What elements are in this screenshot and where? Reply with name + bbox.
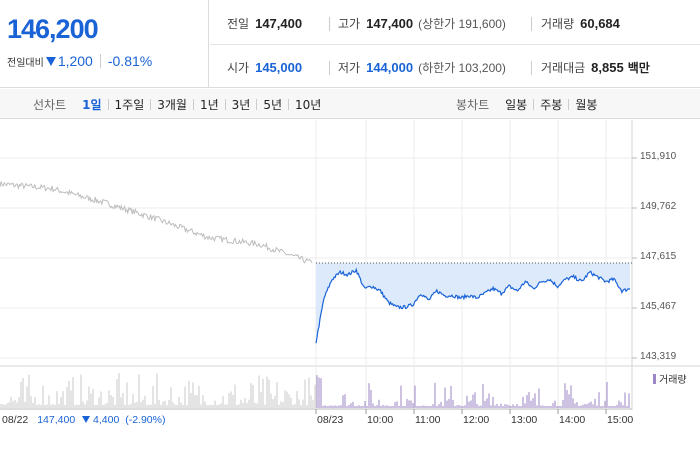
stat-high: 고가 147,400 (상한가 191,600): [338, 15, 506, 32]
prev-day-close: 147,400: [37, 414, 76, 426]
prev-day-price-line: [0, 181, 313, 264]
candle-tab-3[interactable]: 월봉: [575, 97, 598, 112]
change-percent: -0.81%: [107, 53, 153, 69]
chart-toolbar: 선차트 1일 1주일 3개월 1년 3년 5년 10년 봉차트 일봉 주봉 월봉: [0, 89, 700, 119]
candle-tab-2[interactable]: 주봉: [540, 97, 563, 112]
x-tick-label: 15:00: [607, 414, 634, 426]
stat-value: 147,400: [255, 16, 303, 31]
volume-legend: 거래량: [653, 371, 687, 386]
divider: [329, 17, 330, 31]
price-chart: 거래량 08/22 147,400 4,400 (-2.90%) 151,910…: [0, 120, 700, 450]
divider: [568, 98, 570, 110]
prev-day-info: 08/22 147,400 4,400 (-2.90%): [2, 414, 165, 426]
candle-chart-periods: 봉차트 일봉 주봉 월봉: [456, 89, 603, 119]
period-tab-3[interactable]: 3개월: [157, 97, 187, 112]
period-tab-6[interactable]: 5년: [263, 97, 283, 112]
prev-day-rate: (-2.90%): [125, 414, 166, 426]
divider: [192, 98, 194, 110]
divider: [531, 61, 532, 75]
today-price-line: [315, 267, 631, 344]
price-area-fill: [316, 263, 630, 344]
x-tick-label: 11:00: [415, 414, 441, 426]
down-arrow-icon: [82, 416, 91, 423]
x-tick-label: 10:00: [367, 414, 394, 426]
stat-turnover: 거래대금 8,855 백만: [541, 59, 650, 76]
volume-legend-label: 거래량: [659, 375, 687, 386]
y-tick-label: 145,467: [640, 301, 677, 312]
divider: [329, 61, 330, 75]
change-label: 전일대비: [7, 57, 44, 69]
divider: [99, 54, 101, 68]
divider: [150, 98, 152, 110]
stat-label: 저가: [338, 61, 361, 75]
current-price: 146,200: [7, 14, 99, 44]
stat-open: 시가 145,000: [227, 59, 302, 76]
stat-label: 고가: [338, 17, 361, 31]
period-tab-4[interactable]: 1년: [199, 97, 219, 112]
stat-value: 145,000: [255, 60, 303, 75]
stat-volume: 거래량 60,684: [541, 15, 620, 32]
candle-chart-title: 봉차트: [456, 97, 490, 112]
stat-value: 60,684: [580, 16, 620, 31]
divider: [533, 98, 535, 110]
lower-limit: (하한가 103,200): [418, 61, 506, 75]
divider: [224, 98, 226, 110]
stat-unit: 백만: [627, 61, 650, 75]
period-tab-7[interactable]: 10년: [295, 97, 322, 112]
stat-label: 거래량: [541, 17, 575, 31]
divider: [210, 44, 700, 45]
y-tick-label: 143,319: [640, 351, 677, 362]
stat-label: 시가: [227, 61, 250, 75]
candle-tab-1[interactable]: 일봉: [505, 97, 528, 112]
current-price-box: 146,200 전일대비 1,200 -0.81%: [0, 0, 209, 88]
down-arrow-icon: [45, 57, 56, 66]
stat-label: 전일: [227, 17, 250, 31]
period-tab-1[interactable]: 1일: [82, 97, 102, 112]
chart-canvas: [0, 120, 700, 414]
y-tick-label: 149,762: [640, 201, 677, 212]
divider: [531, 17, 532, 31]
line-chart-title: 선차트: [33, 97, 67, 112]
period-tab-5[interactable]: 3년: [231, 97, 251, 112]
stats-panel: 전일 147,400 고가 147,400 (상한가 191,600) 거래량 …: [210, 0, 700, 88]
x-tick-label: 13:00: [511, 414, 538, 426]
stat-prev-close: 전일 147,400: [227, 15, 302, 32]
prev-day-change: 4,400: [93, 414, 120, 426]
divider: [288, 98, 290, 110]
stat-value: 144,000: [366, 60, 414, 75]
y-tick-label: 147,615: [640, 251, 677, 262]
stat-label: 거래대금: [541, 61, 586, 75]
x-tick-label: 12:00: [463, 414, 490, 426]
quote-header: 146,200 전일대비 1,200 -0.81% 전일 147,400 고가 …: [0, 0, 700, 88]
stat-value: 147,400: [366, 16, 414, 31]
prev-day-date: 08/22: [2, 414, 29, 426]
line-chart-periods: 선차트 1일 1주일 3개월 1년 3년 5년 10년: [33, 89, 327, 119]
x-tick-label: 08/23: [317, 414, 344, 426]
stat-low: 저가 144,000 (하한가 103,200): [338, 59, 506, 76]
volume-swatch: [653, 373, 656, 384]
y-tick-label: 151,910: [640, 151, 677, 162]
change-amount: 1,200: [57, 53, 93, 69]
change-row: 전일대비 1,200 -0.81%: [7, 53, 152, 69]
upper-limit: (상한가 191,600): [418, 17, 506, 31]
divider: [256, 98, 258, 110]
period-tab-2[interactable]: 1주일: [114, 97, 145, 112]
x-tick-label: 14:00: [559, 414, 586, 426]
divider: [107, 98, 109, 110]
stat-value: 8,855: [591, 60, 624, 75]
